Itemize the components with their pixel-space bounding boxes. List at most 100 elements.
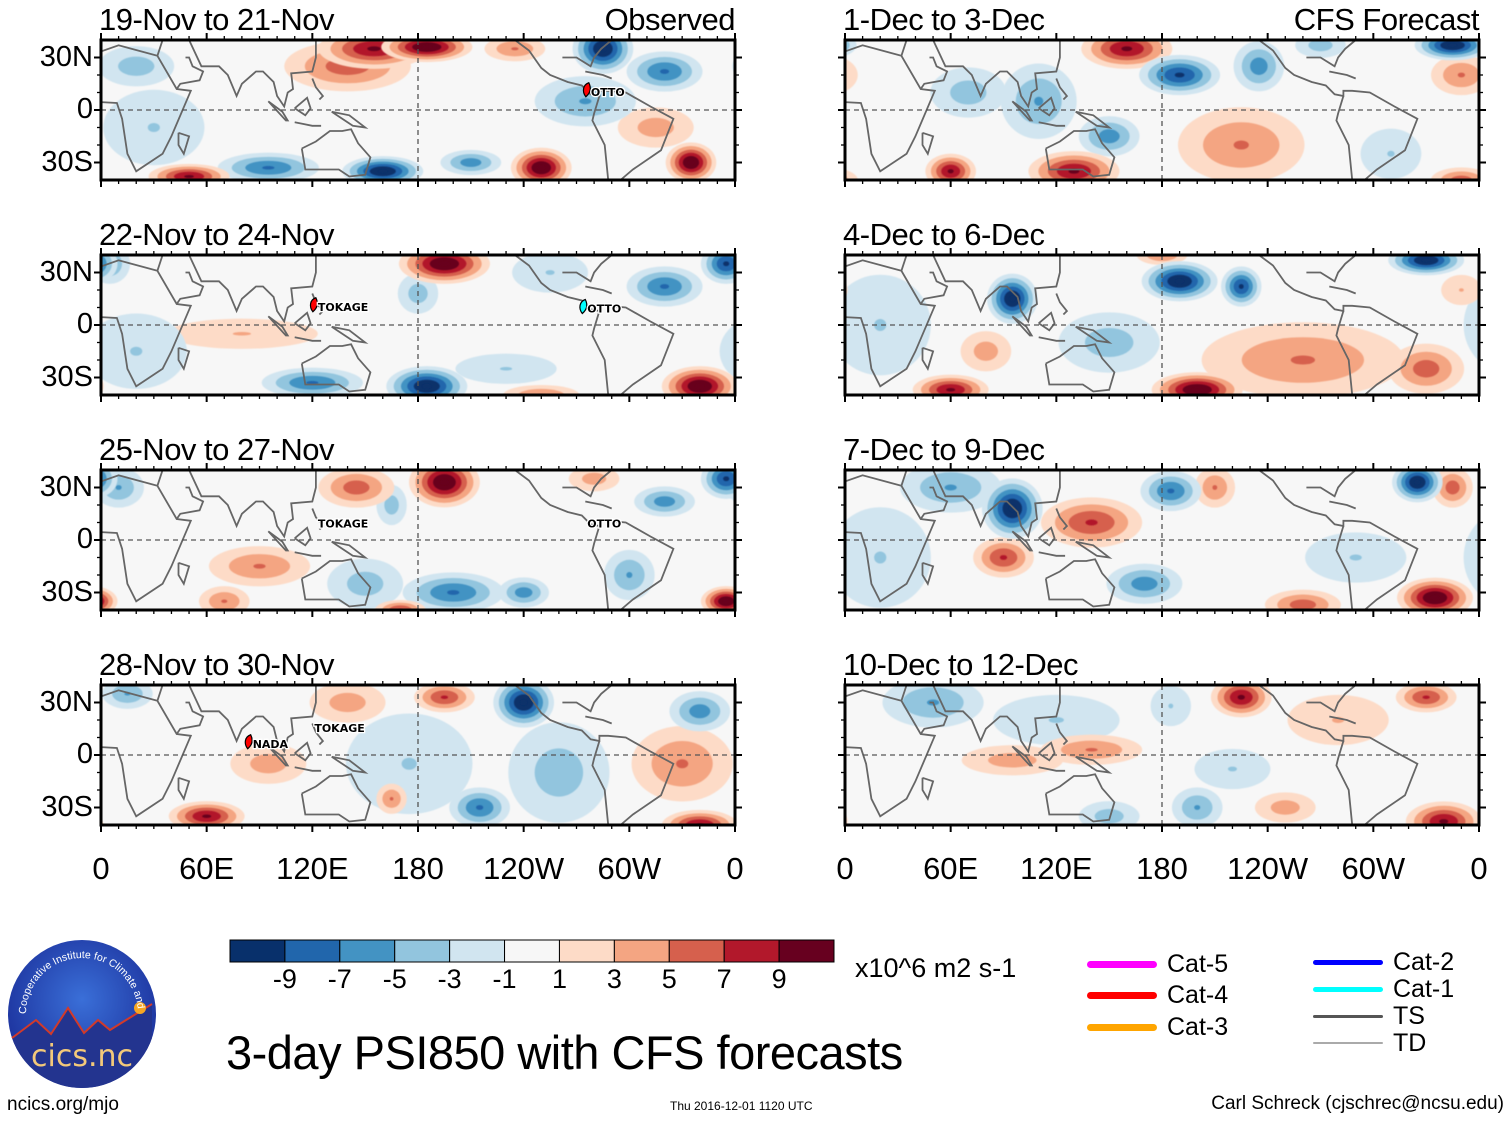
anomaly-feature bbox=[1360, 128, 1422, 179]
contour-fill bbox=[1457, 72, 1466, 78]
contour-fill bbox=[1349, 554, 1362, 561]
contour-fill bbox=[874, 551, 887, 564]
contour-fill bbox=[534, 748, 584, 797]
coastline bbox=[156, 255, 317, 324]
coastline bbox=[1075, 110, 1113, 129]
anomaly-feature bbox=[510, 147, 572, 180]
anomaly-feature bbox=[318, 470, 395, 508]
panel-title: 1-Dec to 3-Dec bbox=[843, 2, 1045, 37]
legend-label: Cat-5 bbox=[1167, 949, 1229, 978]
contour-fill bbox=[221, 599, 228, 604]
contour-fill bbox=[874, 318, 887, 332]
legend-label: Cat-1 bbox=[1393, 974, 1455, 1003]
coastline bbox=[1306, 470, 1357, 498]
contour-fill bbox=[1048, 716, 1064, 724]
anomaly-feature bbox=[1194, 748, 1271, 790]
contour-fill bbox=[545, 270, 555, 275]
legend-label: Cat-4 bbox=[1167, 980, 1229, 1009]
anomaly-feature bbox=[1201, 322, 1405, 395]
coastline bbox=[514, 40, 675, 180]
contour-fill bbox=[253, 563, 266, 569]
panel-title: 10-Dec to 12-Dec bbox=[843, 647, 1078, 682]
legend-item: TS bbox=[1313, 1002, 1425, 1030]
anomaly-feature bbox=[960, 331, 1012, 372]
contour-fill bbox=[401, 757, 417, 770]
anomaly-feature bbox=[1210, 685, 1272, 718]
coastline bbox=[562, 40, 613, 68]
legend-swatch bbox=[1313, 1042, 1383, 1044]
coastline bbox=[1075, 540, 1113, 559]
x-tick-label: 60W bbox=[1341, 851, 1406, 886]
contour-fill bbox=[626, 571, 633, 579]
y-tick-label: 30N bbox=[39, 255, 93, 288]
contour-fill bbox=[1085, 519, 1098, 526]
anomaly-feature bbox=[845, 54, 1479, 96]
contour-fill bbox=[537, 165, 545, 171]
coastline bbox=[919, 486, 949, 520]
coastline bbox=[175, 486, 205, 520]
coastline bbox=[585, 715, 613, 725]
coastline bbox=[1329, 715, 1357, 725]
coastline bbox=[514, 470, 675, 610]
coastline bbox=[294, 96, 312, 117]
colorbar-swatch bbox=[668, 939, 725, 963]
anomaly-feature bbox=[309, 685, 386, 723]
contour-fill bbox=[1121, 46, 1133, 52]
coastline bbox=[156, 470, 317, 539]
coastline bbox=[919, 56, 949, 90]
contour-fill bbox=[1191, 387, 1203, 392]
contour-fill bbox=[94, 370, 97, 402]
anomaly-feature bbox=[408, 470, 480, 508]
coastline bbox=[1044, 558, 1116, 608]
contour-fill bbox=[421, 383, 432, 389]
contour-fill bbox=[250, 754, 287, 774]
map-panel: OTTO bbox=[94, 33, 742, 187]
anomaly-feature bbox=[1150, 685, 1192, 727]
x-tick-label: 60E bbox=[923, 851, 979, 886]
coastline bbox=[1055, 723, 1069, 746]
coastline bbox=[845, 689, 937, 818]
anomaly-feature bbox=[1392, 470, 1443, 503]
panel-tag: Observed bbox=[604, 2, 736, 37]
storm-track-icon bbox=[244, 734, 253, 750]
anomaly-feature bbox=[440, 149, 502, 176]
coastline bbox=[562, 470, 613, 498]
contour-fill bbox=[115, 485, 122, 490]
colorbar-label: 9 bbox=[771, 964, 787, 994]
anomaly-feature bbox=[493, 685, 555, 728]
contour-fill bbox=[1167, 488, 1175, 494]
anomaly-feature bbox=[1395, 685, 1457, 713]
coastline bbox=[1038, 121, 1066, 127]
anomaly-feature bbox=[993, 694, 1120, 746]
contour-fill bbox=[147, 122, 160, 133]
anomaly-feature bbox=[1233, 41, 1285, 92]
coastline bbox=[585, 500, 613, 510]
anomaly-feature bbox=[512, 255, 589, 293]
panel-title: 7-Dec to 9-Dec bbox=[843, 432, 1045, 467]
colorbar-swatch bbox=[723, 939, 780, 963]
contour-fill bbox=[1237, 694, 1245, 700]
coastline bbox=[177, 561, 191, 586]
coastline bbox=[101, 474, 193, 603]
panel-title: 4-Dec to 6-Dec bbox=[843, 217, 1045, 252]
logo-emblem-icon: Cooperative Institute for Climate and Sa… bbox=[2, 929, 156, 1088]
anomaly-feature bbox=[845, 40, 1479, 61]
contour-fill bbox=[988, 753, 1037, 768]
contour-fill bbox=[94, 596, 100, 606]
coastline bbox=[900, 40, 1061, 109]
legend-label: Cat-2 bbox=[1393, 947, 1455, 976]
anomaly-feature bbox=[930, 67, 1007, 118]
contour-fill bbox=[838, 806, 839, 832]
coastline bbox=[1306, 40, 1357, 68]
storm-track-icon bbox=[309, 297, 318, 313]
anomaly-feature bbox=[1220, 266, 1262, 307]
anomaly-feature bbox=[165, 318, 318, 349]
anomaly-feature bbox=[1194, 470, 1236, 508]
coastline bbox=[267, 530, 290, 552]
anomaly-feature bbox=[414, 685, 475, 713]
y-tick-label: 0 bbox=[76, 523, 93, 555]
contour-fill bbox=[1448, 43, 1458, 48]
coastline bbox=[1075, 755, 1113, 774]
y-tick-label: 0 bbox=[76, 738, 93, 770]
contour-fill bbox=[1233, 140, 1249, 150]
